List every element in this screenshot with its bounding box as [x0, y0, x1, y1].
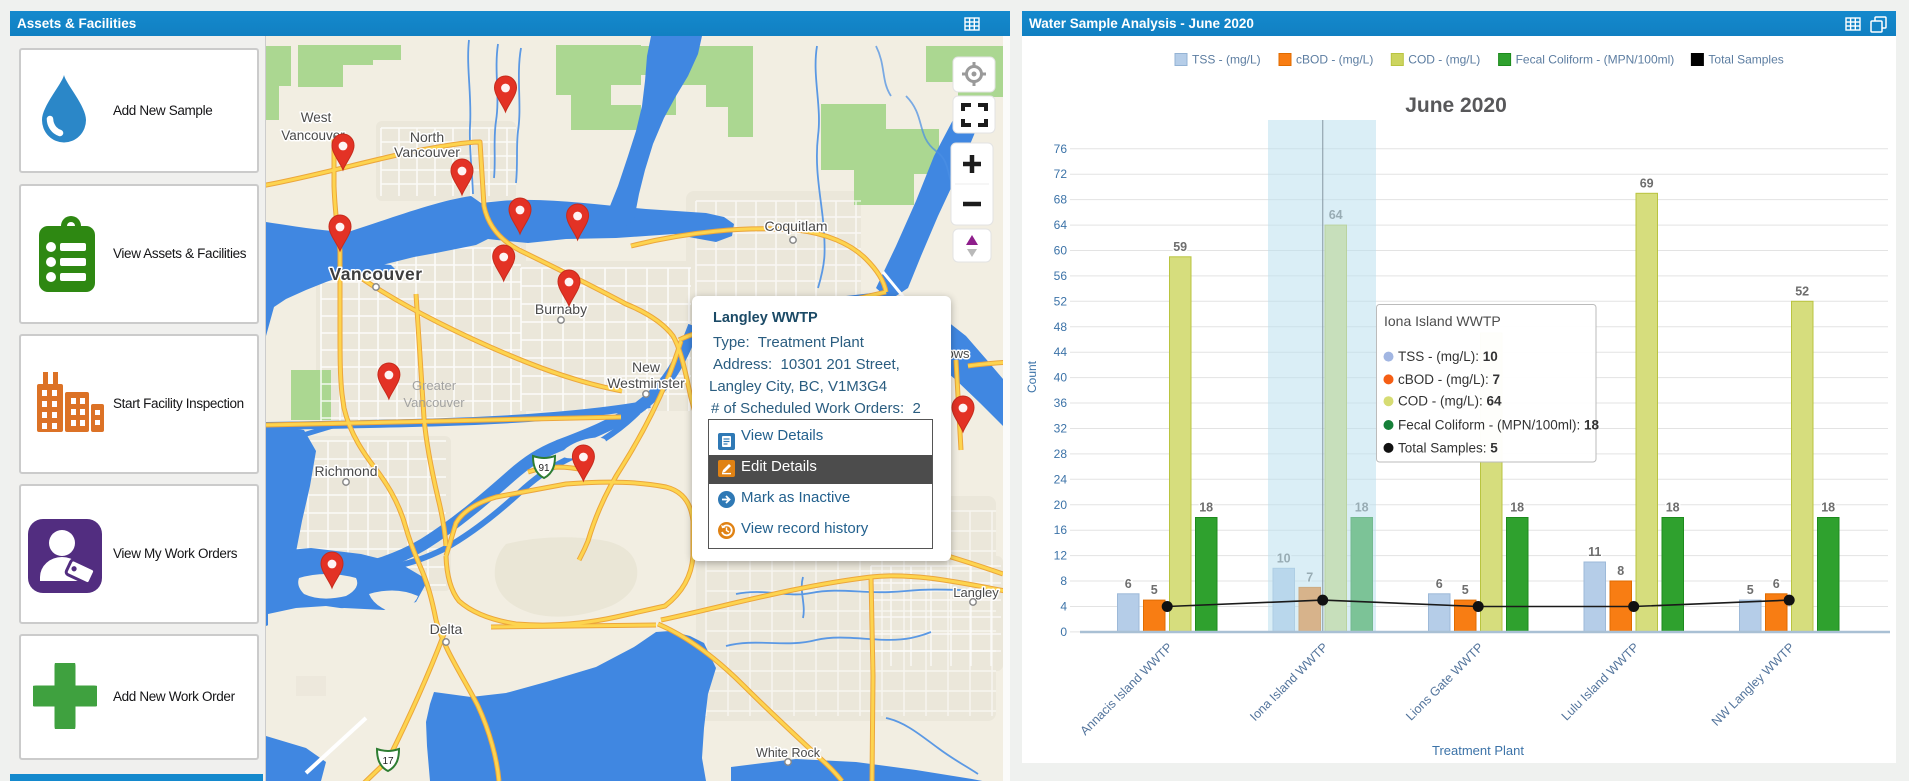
- svg-text:Count: Count: [1025, 360, 1039, 393]
- svg-text:Treatment Plant: Treatment Plant: [1432, 743, 1524, 758]
- svg-text:16: 16: [1054, 523, 1068, 537]
- svg-text:18: 18: [1821, 501, 1835, 515]
- svg-text:Vancouver: Vancouver: [281, 128, 345, 143]
- svg-text:4: 4: [1060, 600, 1067, 614]
- svg-text:Greater: Greater: [412, 378, 457, 393]
- svg-text:8: 8: [1617, 564, 1624, 578]
- svg-text:68: 68: [1054, 193, 1068, 207]
- svg-text:Coquitlam: Coquitlam: [764, 218, 827, 234]
- svg-text:20: 20: [1054, 498, 1068, 512]
- svg-text:Vancouver: Vancouver: [329, 264, 422, 284]
- svg-text:52: 52: [1795, 284, 1809, 298]
- svg-text:Iona Island WWTP: Iona Island WWTP: [1384, 313, 1501, 329]
- svg-text:Fecal Coliform - (MPN/100ml):: Fecal Coliform - (MPN/100ml): 18: [1398, 418, 1600, 433]
- svg-text:40: 40: [1054, 371, 1068, 385]
- svg-text:91: 91: [538, 463, 550, 474]
- svg-text:COD - (mg/L): 64: COD - (mg/L): 64: [1398, 394, 1502, 409]
- svg-text:8: 8: [1060, 574, 1067, 588]
- svg-text:cBOD - (mg/L): cBOD - (mg/L): [1296, 53, 1373, 67]
- svg-text:TSS - (mg/L): 10: TSS - (mg/L): 10: [1398, 349, 1498, 364]
- svg-text:Westminster: Westminster: [607, 375, 685, 391]
- svg-text:New: New: [632, 359, 661, 375]
- svg-text:18: 18: [1199, 501, 1213, 515]
- svg-text:North: North: [410, 129, 444, 145]
- svg-text:5: 5: [1462, 583, 1469, 597]
- svg-text:0: 0: [1060, 625, 1067, 639]
- svg-text:76: 76: [1054, 142, 1068, 156]
- svg-text:18: 18: [1510, 501, 1524, 515]
- svg-text:59: 59: [1173, 240, 1187, 254]
- svg-text:12: 12: [1054, 549, 1068, 563]
- svg-text:Delta: Delta: [430, 621, 463, 637]
- svg-text:ows: ows: [946, 346, 970, 361]
- svg-text:69: 69: [1640, 176, 1654, 190]
- svg-text:Total Samples: Total Samples: [1708, 53, 1783, 67]
- svg-text:West: West: [301, 110, 332, 125]
- svg-text:18: 18: [1666, 501, 1680, 515]
- svg-text:Iona Island WWTP: Iona Island WWTP: [1247, 640, 1331, 724]
- svg-text:June 2020: June 2020: [1405, 94, 1507, 117]
- svg-text:Lions Gate WWTP: Lions Gate WWTP: [1403, 640, 1486, 723]
- svg-text:72: 72: [1054, 167, 1068, 181]
- svg-text:TSS - (mg/L): TSS - (mg/L): [1192, 53, 1261, 67]
- svg-text:cBOD - (mg/L): 7: cBOD - (mg/L): 7: [1398, 372, 1500, 387]
- svg-text:Burnaby: Burnaby: [535, 301, 587, 317]
- svg-text:17: 17: [382, 756, 394, 767]
- svg-text:56: 56: [1054, 269, 1068, 283]
- svg-text:Langley: Langley: [953, 585, 999, 600]
- svg-text:Lulu Island WWTP: Lulu Island WWTP: [1559, 640, 1642, 723]
- svg-text:5: 5: [1747, 583, 1754, 597]
- svg-text:11: 11: [1588, 545, 1601, 559]
- svg-text:Fecal Coliform - (MPN/100ml): Fecal Coliform - (MPN/100ml): [1516, 53, 1675, 67]
- svg-text:White Rock: White Rock: [756, 746, 821, 760]
- svg-text:52: 52: [1054, 294, 1068, 308]
- svg-text:NW Langley WWTP: NW Langley WWTP: [1709, 640, 1797, 728]
- svg-text:Richmond: Richmond: [314, 463, 377, 479]
- svg-text:Total Samples: 5: Total Samples: 5: [1398, 440, 1498, 455]
- svg-text:64: 64: [1054, 218, 1068, 232]
- svg-text:36: 36: [1054, 396, 1068, 410]
- svg-text:5: 5: [1151, 583, 1158, 597]
- svg-text:Vancouver: Vancouver: [403, 395, 465, 410]
- svg-text:28: 28: [1054, 447, 1068, 461]
- svg-text:24: 24: [1054, 472, 1068, 486]
- svg-text:60: 60: [1054, 244, 1068, 258]
- svg-text:COD - (mg/L): COD - (mg/L): [1408, 53, 1480, 67]
- svg-text:48: 48: [1054, 320, 1068, 334]
- svg-text:44: 44: [1054, 345, 1068, 359]
- svg-text:Vancouver: Vancouver: [394, 144, 460, 160]
- svg-text:6: 6: [1125, 577, 1132, 591]
- svg-text:Annacis Island WWTP: Annacis Island WWTP: [1077, 640, 1175, 738]
- svg-text:6: 6: [1436, 577, 1443, 591]
- svg-text:6: 6: [1773, 577, 1780, 591]
- svg-text:32: 32: [1054, 422, 1068, 436]
